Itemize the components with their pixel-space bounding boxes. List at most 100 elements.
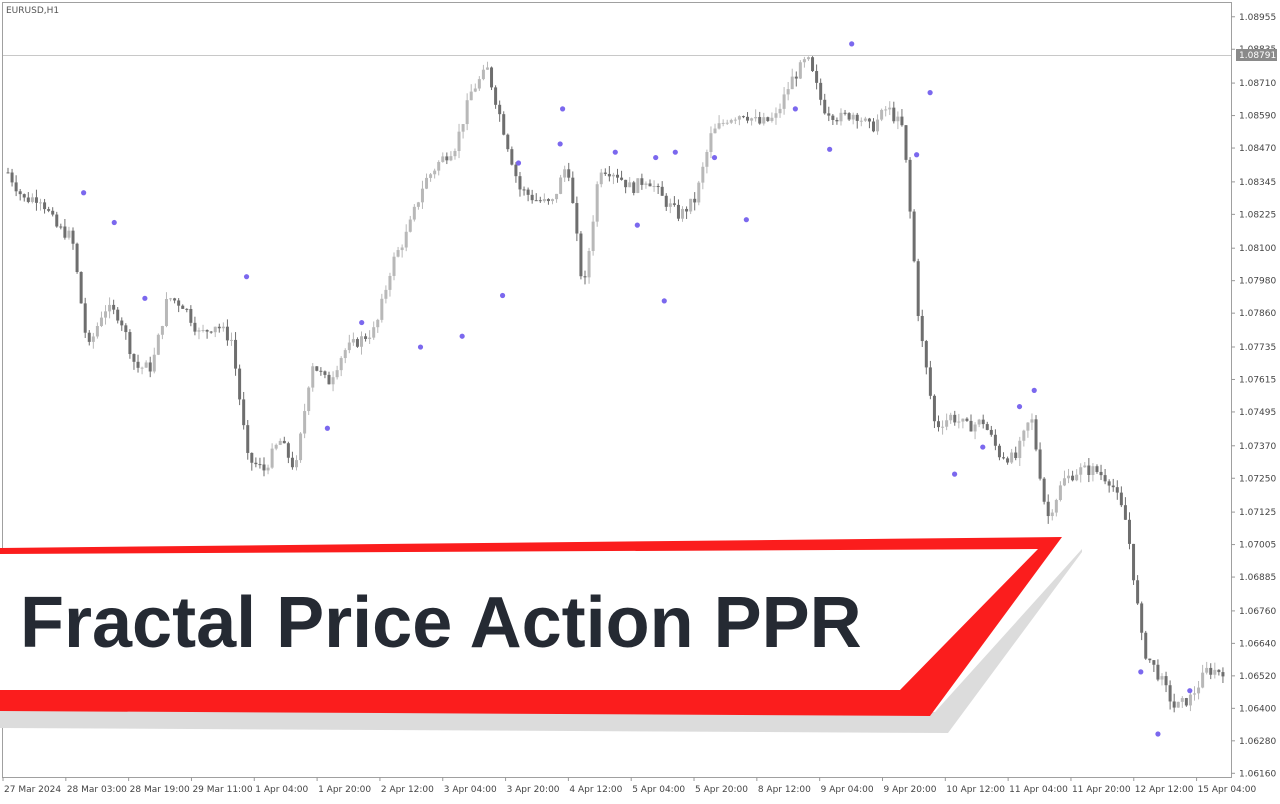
candle-body: [104, 311, 108, 318]
price-tick-label: 1.07370: [1239, 442, 1276, 452]
candle-body: [437, 161, 441, 171]
candle-body: [193, 322, 197, 332]
candle-body: [1176, 701, 1180, 708]
candle-body: [790, 76, 794, 90]
time-tick-label: 28 Mar 19:00: [130, 785, 190, 795]
fractal-down-marker: [743, 217, 749, 223]
candle-body: [989, 429, 993, 435]
symbol-label: EURUSD,H1: [6, 6, 59, 16]
candle-body: [1071, 475, 1075, 481]
candle-body: [1111, 485, 1115, 488]
time-tick-label: 12 Apr 12:00: [1135, 785, 1194, 795]
candle-body: [794, 76, 798, 79]
candle-body: [262, 464, 266, 471]
candle-body: [1022, 430, 1026, 441]
candle-body: [876, 119, 880, 132]
candle-body: [754, 117, 758, 119]
price-tick-label: 1.08710: [1239, 79, 1276, 89]
candle-body: [144, 362, 148, 368]
candle-body: [514, 164, 518, 177]
candle-body: [286, 443, 290, 458]
fractals-layer: [81, 41, 1193, 737]
candle-body: [355, 339, 359, 347]
price-tick-label: 1.06640: [1239, 639, 1276, 649]
candle-body: [384, 289, 388, 299]
candle-body: [128, 332, 132, 355]
candle-body: [721, 122, 725, 124]
candle-body: [197, 330, 201, 332]
price-tick-label: 1.08345: [1239, 178, 1276, 188]
candle-body: [1079, 467, 1083, 475]
candle-body: [1038, 449, 1042, 479]
candle-body: [1197, 687, 1201, 694]
candle-body: [725, 122, 729, 124]
candle-body: [234, 339, 238, 369]
candle-body: [404, 231, 408, 248]
price-tick-label: 1.08225: [1239, 210, 1276, 220]
candle-body: [941, 426, 945, 428]
candle-body: [242, 399, 246, 426]
candle-body: [750, 118, 754, 121]
fractal-down-marker: [952, 471, 958, 477]
time-tick-label: 3 Apr 04:00: [444, 785, 497, 795]
candle-body: [132, 354, 136, 362]
candle-body: [928, 367, 932, 396]
candle-body: [372, 327, 376, 338]
candle-body: [1221, 672, 1225, 677]
candle-body: [30, 197, 34, 202]
candle-body: [481, 69, 485, 80]
price-tick-label: 1.08470: [1239, 144, 1276, 154]
fractal-up-marker: [417, 344, 424, 350]
candle-body: [559, 177, 563, 194]
candle-body: [477, 79, 481, 89]
time-tick-label: 28 Mar 03:00: [67, 785, 127, 795]
candle-body: [181, 305, 185, 309]
candle-body: [266, 467, 270, 471]
candle-body: [71, 230, 75, 244]
candle-body: [668, 203, 672, 207]
candle-body: [1217, 669, 1221, 673]
candle-body: [351, 339, 355, 343]
candle-body: [733, 119, 737, 121]
candle-body: [67, 230, 71, 238]
time-tick-label: 5 Apr 20:00: [695, 785, 748, 795]
candle-body: [937, 421, 941, 428]
candle-body: [729, 120, 733, 123]
candle-body: [213, 326, 217, 333]
candle-body: [209, 331, 213, 333]
current-price-tag: [1236, 49, 1277, 61]
candle-body: [567, 169, 571, 178]
price-tick-label: 1.06520: [1239, 672, 1276, 682]
candle-body: [859, 120, 863, 122]
candle-body: [656, 186, 660, 188]
candle-body: [1184, 698, 1188, 706]
candle-body: [152, 354, 156, 372]
candle-body: [343, 350, 347, 359]
candle-body: [364, 336, 368, 339]
candle-body: [640, 178, 644, 185]
candle-body: [1026, 422, 1030, 431]
candle-body: [1042, 478, 1046, 502]
candles-layer: [6, 56, 1225, 713]
fractal-up-marker: [142, 295, 148, 301]
candle-body: [961, 418, 965, 422]
candle-body: [148, 362, 152, 372]
candle-body: [932, 395, 936, 422]
fractal-down-marker: [359, 319, 365, 326]
candle-body: [546, 199, 550, 202]
candle-body: [1160, 676, 1164, 680]
candle-body: [953, 414, 957, 423]
candle-body: [457, 131, 461, 152]
fractal-up-marker: [515, 160, 522, 166]
candle-body: [400, 247, 404, 251]
candle-body: [892, 107, 896, 122]
candle-body: [10, 172, 14, 183]
candle-body: [741, 116, 745, 118]
candle-body: [39, 202, 43, 204]
time-axis: 27 Mar 2024 28 Mar 03:00 28 Mar 19:00 29 Ma…: [2, 777, 1257, 795]
candle-body: [331, 377, 335, 385]
fractal-up-marker: [459, 333, 465, 339]
candle-body: [945, 420, 949, 427]
candle-body: [140, 367, 144, 369]
candle-body: [863, 118, 867, 121]
